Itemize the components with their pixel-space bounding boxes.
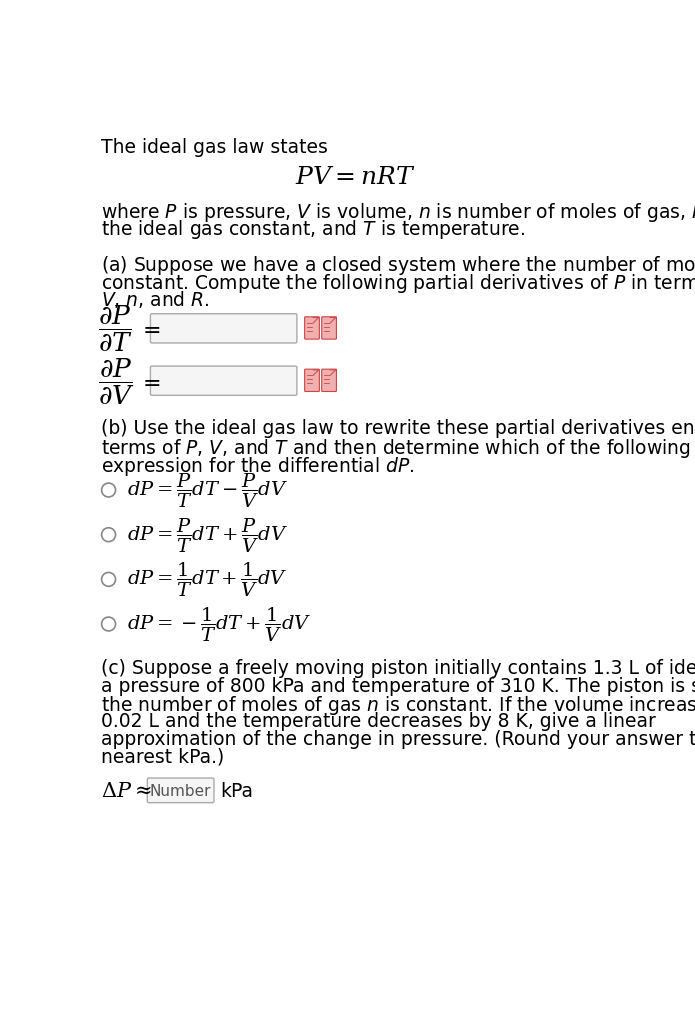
Text: $V$, $n$, and $R$.: $V$, $n$, and $R$. [101,289,209,310]
Text: nearest kPa.): nearest kPa.) [101,747,224,765]
Text: where $P$ is pressure, $V$ is volume, $n$ is number of moles of gas, $R$ is: where $P$ is pressure, $V$ is volume, $n… [101,200,695,223]
Text: $\dfrac{\partial P}{\partial T}$: $\dfrac{\partial P}{\partial T}$ [99,304,133,354]
Text: $=$: $=$ [138,319,161,339]
Text: approximation of the change in pressure. (Round your answer to the: approximation of the change in pressure.… [101,729,695,748]
FancyBboxPatch shape [322,317,336,340]
Text: $dP = \dfrac{P}{T}dT - \dfrac{P}{V}dV$: $dP = \dfrac{P}{T}dT - \dfrac{P}{V}dV$ [127,471,288,510]
FancyBboxPatch shape [147,778,214,803]
Text: expression for the differential $dP$.: expression for the differential $dP$. [101,454,414,477]
Circle shape [101,573,115,586]
Text: 0.02 L and the temperature decreases by 8 K, give a linear: 0.02 L and the temperature decreases by … [101,712,655,730]
Text: $PV = nRT$: $PV = nRT$ [295,165,416,188]
Text: $\Delta P \approx$: $\Delta P \approx$ [101,780,152,801]
Circle shape [101,528,115,542]
FancyBboxPatch shape [304,370,320,392]
Text: terms of $P$, $V$, and $T$ and then determine which of the following is an: terms of $P$, $V$, and $T$ and then dete… [101,437,695,460]
Text: a pressure of 800 kPa and temperature of 310 K. The piston is sealed so: a pressure of 800 kPa and temperature of… [101,676,695,695]
Text: the number of moles of gas $n$ is constant. If the volume increases by: the number of moles of gas $n$ is consta… [101,694,695,717]
FancyBboxPatch shape [322,370,336,392]
Text: $\dfrac{\partial P}{\partial V}$: $\dfrac{\partial P}{\partial V}$ [99,356,136,406]
Text: kPa: kPa [220,782,253,800]
Text: $dP = \dfrac{P}{T}dT + \dfrac{P}{V}dV$: $dP = \dfrac{P}{T}dT + \dfrac{P}{V}dV$ [127,517,288,554]
Text: (a) Suppose we have a closed system where the number of moles $n$ is: (a) Suppose we have a closed system wher… [101,254,695,277]
Text: $dP = -\dfrac{1}{T}dT + \dfrac{1}{V}dV$: $dP = -\dfrac{1}{T}dT + \dfrac{1}{V}dV$ [127,606,311,643]
FancyBboxPatch shape [150,367,297,396]
FancyBboxPatch shape [304,317,320,340]
Text: (c) Suppose a freely moving piston initially contains 1.3 L of ideal gas at: (c) Suppose a freely moving piston initi… [101,658,695,677]
Circle shape [101,483,115,497]
Circle shape [101,618,115,631]
Text: The ideal gas law states: The ideal gas law states [101,139,328,158]
Text: $dP = \dfrac{1}{T}dT + \dfrac{1}{V}dV$: $dP = \dfrac{1}{T}dT + \dfrac{1}{V}dV$ [127,561,288,599]
Text: $=$: $=$ [138,371,161,391]
FancyBboxPatch shape [150,314,297,344]
Text: Number: Number [150,784,211,798]
Text: the ideal gas constant, and $T$ is temperature.: the ideal gas constant, and $T$ is tempe… [101,218,525,242]
Text: (b) Use the ideal gas law to rewrite these partial derivatives entirely in: (b) Use the ideal gas law to rewrite the… [101,419,695,438]
Text: constant. Compute the following partial derivatives of $P$ in terms of $T$,: constant. Compute the following partial … [101,271,695,294]
